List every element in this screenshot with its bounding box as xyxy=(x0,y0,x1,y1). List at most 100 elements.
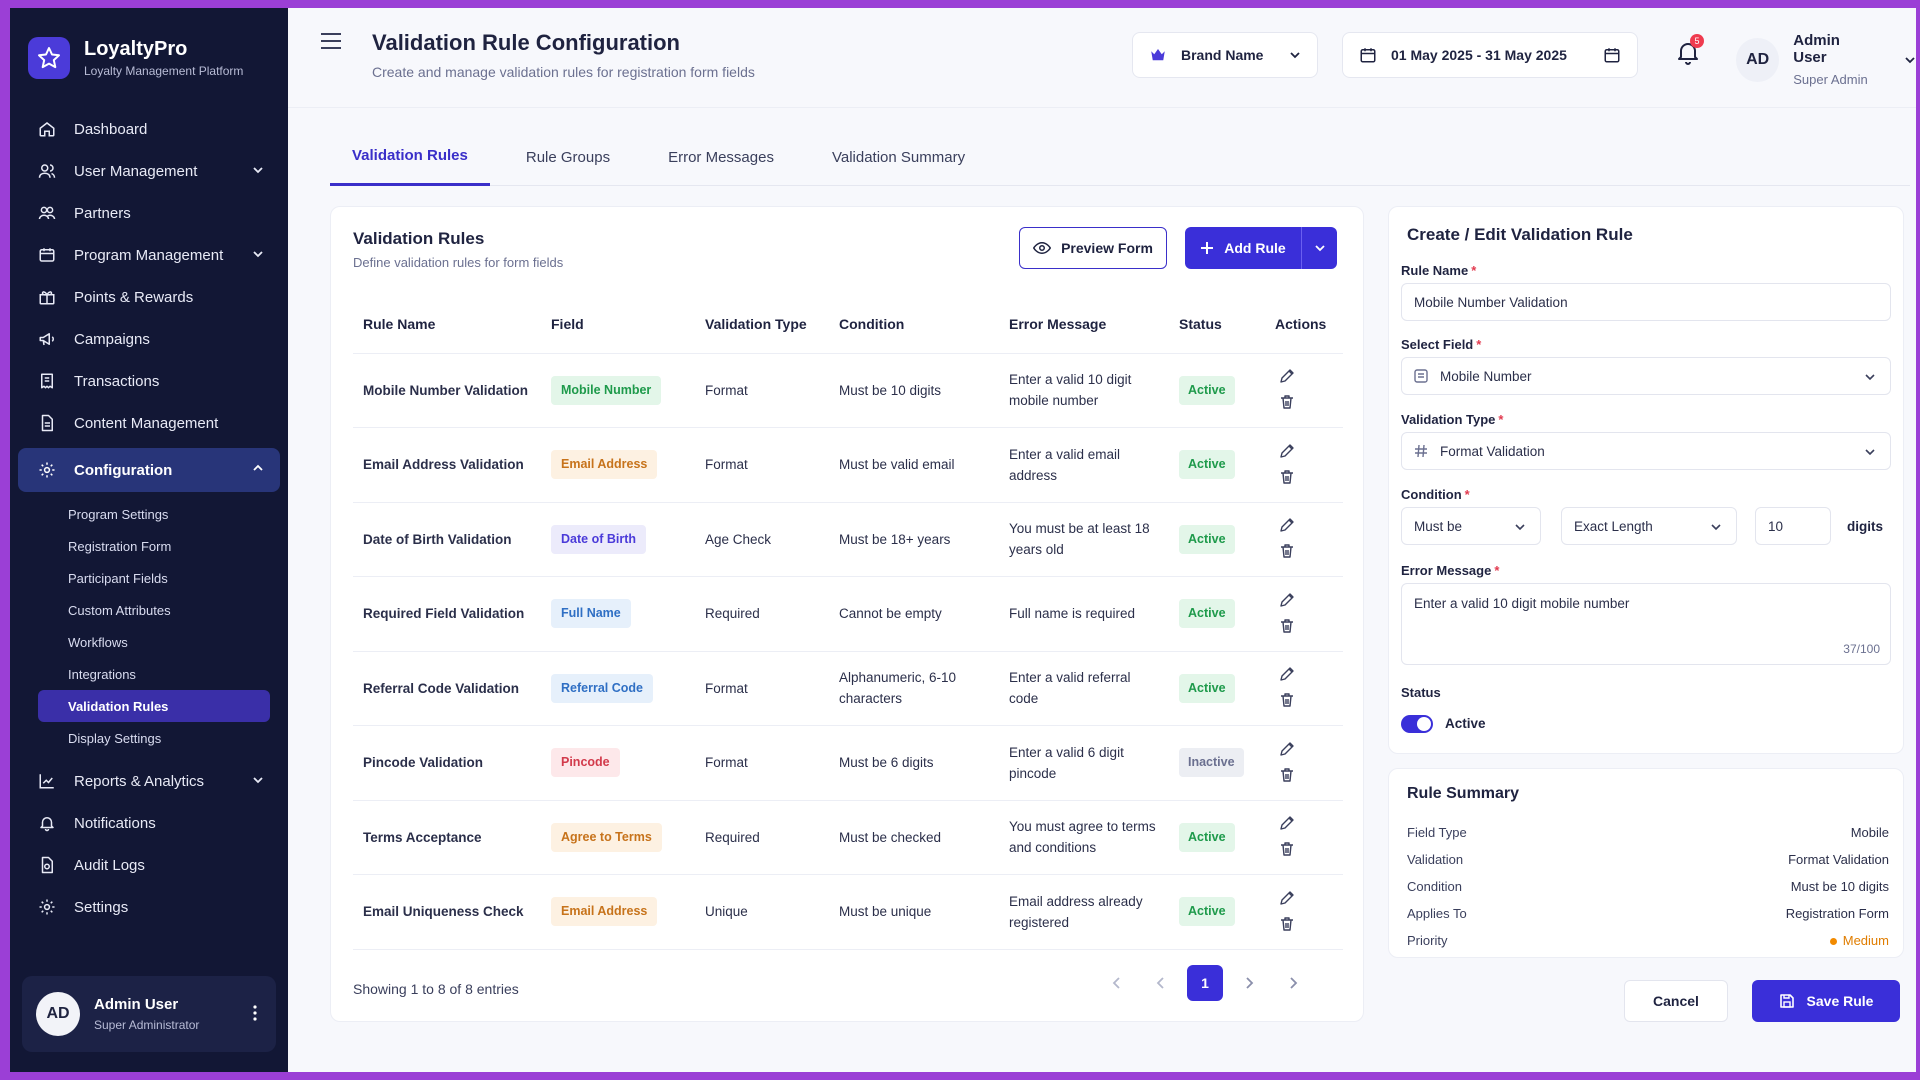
tab-rule-groups[interactable]: Rule Groups xyxy=(525,148,611,166)
edit-icon[interactable] xyxy=(1275,588,1299,612)
edit-icon[interactable] xyxy=(1275,364,1299,388)
edit-icon[interactable] xyxy=(1275,737,1299,761)
receipt-icon xyxy=(36,370,58,392)
user-role: Super Admin xyxy=(1793,72,1868,87)
subnav-item-custom-attributes[interactable]: Custom Attributes xyxy=(68,602,171,618)
column-header[interactable]: Validation Type xyxy=(695,295,829,354)
save-rule-button[interactable]: Save Rule xyxy=(1752,980,1900,1022)
sidebar-item-settings[interactable]: Settings xyxy=(18,886,280,928)
notifications-button[interactable]: 5 xyxy=(1676,34,1704,66)
chevron-down-icon xyxy=(1314,242,1326,254)
next-page-button[interactable] xyxy=(1231,965,1267,1001)
sidebar-item-partners[interactable]: Partners xyxy=(18,192,280,234)
table-row[interactable]: Terms Acceptance Agree to Terms Required Mu… xyxy=(353,800,1343,875)
home-icon xyxy=(36,118,58,140)
prev-page-button[interactable] xyxy=(1143,965,1179,1001)
status-cell: Active xyxy=(1169,427,1265,503)
sidebar-item-label: Points & Rewards xyxy=(74,288,194,306)
subnav-item-integrations[interactable]: Integrations xyxy=(68,666,136,682)
condition-value-input[interactable]: 10 xyxy=(1755,507,1831,545)
first-page-button[interactable] xyxy=(1099,965,1135,1001)
subnav-item-program-settings[interactable]: Program Settings xyxy=(68,506,169,522)
sidebar-user-card[interactable]: AD Admin User Super Administrator xyxy=(22,976,276,1052)
error-message-textarea[interactable]: Enter a valid 10 digit mobile number 37/… xyxy=(1401,583,1891,665)
tab-validation-summary[interactable]: Validation Summary xyxy=(831,148,966,166)
date-range-picker[interactable]: 01 May 2025 - 31 May 2025 xyxy=(1342,32,1638,78)
rule-name-input[interactable]: Mobile Number Validation xyxy=(1401,283,1891,321)
column-header[interactable]: Condition xyxy=(829,295,999,354)
tab-error-messages[interactable]: Error Messages xyxy=(668,148,774,166)
edit-icon[interactable] xyxy=(1275,662,1299,686)
select-value: Must be xyxy=(1414,518,1463,534)
table-row[interactable]: Email Uniqueness Check Email Address Uniqu… xyxy=(353,874,1343,950)
user-menu[interactable]: AD Admin User Super Admin xyxy=(1736,32,1916,87)
column-header[interactable]: Error Message xyxy=(999,295,1169,354)
summary-title: Rule Summary xyxy=(1407,785,1520,802)
trash-icon[interactable] xyxy=(1275,465,1299,489)
label-text: Condition xyxy=(1401,487,1462,502)
page-number-button[interactable]: 1 xyxy=(1187,965,1223,1001)
column-header[interactable]: Field xyxy=(541,295,695,354)
sidebar-item-transactions[interactable]: Transactions xyxy=(18,360,280,402)
add-rule-dropdown-button[interactable] xyxy=(1301,227,1337,269)
trash-icon[interactable] xyxy=(1275,837,1299,861)
preview-form-button[interactable]: Preview Form xyxy=(1019,227,1167,269)
bell-icon xyxy=(36,812,58,834)
table-row[interactable]: Date of Birth Validation Date of Birth Age… xyxy=(353,502,1343,577)
subnav-item-validation-rules[interactable]: Validation Rules xyxy=(38,690,270,722)
sidebar-item-notifications[interactable]: Notifications xyxy=(18,802,280,844)
table-row[interactable]: Required Field Validation Full Name Requir… xyxy=(353,576,1343,652)
sidebar-item-dashboard[interactable]: Dashboard xyxy=(18,108,280,150)
more-vertical-icon[interactable] xyxy=(252,1004,258,1027)
trash-icon[interactable] xyxy=(1275,614,1299,638)
rule-name-cell: Email Address Validation xyxy=(353,427,541,503)
sidebar-item-label: Partners xyxy=(74,204,131,222)
column-header[interactable]: Status xyxy=(1169,295,1265,354)
error-message-label: Error Message * xyxy=(1401,563,1500,578)
sidebar-item-program-management[interactable]: Program Management xyxy=(18,234,280,276)
subnav-item-registration-form[interactable]: Registration Form xyxy=(68,538,172,554)
menu-icon[interactable] xyxy=(320,32,342,55)
cancel-button[interactable]: Cancel xyxy=(1624,980,1728,1022)
subnav-item-participant-fields[interactable]: Participant Fields xyxy=(68,570,168,586)
sidebar-item-audit-logs[interactable]: Audit Logs xyxy=(18,844,280,886)
edit-icon[interactable] xyxy=(1275,886,1299,910)
edit-icon[interactable] xyxy=(1275,439,1299,463)
sidebar-item-user-management[interactable]: User Management xyxy=(18,150,280,192)
last-page-button[interactable] xyxy=(1275,965,1311,1001)
table-row[interactable]: Email Address Validation Email Address For… xyxy=(353,427,1343,503)
table-row[interactable]: Pincode Validation Pincode Format Must be 6… xyxy=(353,725,1343,801)
status-toggle[interactable] xyxy=(1401,715,1433,733)
trash-icon[interactable] xyxy=(1275,539,1299,563)
edit-icon[interactable] xyxy=(1275,811,1299,835)
trash-icon[interactable] xyxy=(1275,390,1299,414)
table-row[interactable]: Referral Code Validation Referral Code For… xyxy=(353,651,1343,726)
sidebar-item-reports-analytics[interactable]: Reports & Analytics xyxy=(18,760,280,802)
subnav-item-display-settings[interactable]: Display Settings xyxy=(68,730,162,746)
sidebar-item-content-management[interactable]: Content Management xyxy=(18,402,280,444)
sidebar-item-configuration[interactable]: Configuration xyxy=(18,448,280,492)
chart-icon xyxy=(36,770,58,792)
sidebar-item-campaigns[interactable]: Campaigns xyxy=(18,318,280,360)
add-rule-button[interactable]: Add Rule xyxy=(1185,227,1301,269)
trash-icon[interactable] xyxy=(1275,912,1299,936)
brand[interactable]: LoyaltyPro Loyalty Management Platform xyxy=(10,8,288,88)
validation-type-dropdown[interactable]: Format Validation xyxy=(1401,432,1891,470)
condition-operator-dropdown[interactable]: Must be xyxy=(1401,507,1541,545)
condition-kind-dropdown[interactable]: Exact Length xyxy=(1561,507,1737,545)
trash-icon[interactable] xyxy=(1275,688,1299,712)
column-header[interactable]: Rule Name xyxy=(353,295,541,354)
status-badge: Active xyxy=(1179,599,1235,629)
tab-validation-rules[interactable]: Validation Rules xyxy=(330,128,490,186)
trash-icon[interactable] xyxy=(1275,763,1299,787)
summary-label: Validation xyxy=(1407,852,1464,867)
actions-cell xyxy=(1265,725,1343,801)
select-field-dropdown[interactable]: Mobile Number xyxy=(1401,357,1891,395)
table-row[interactable]: Mobile Number Validation Mobile Number For… xyxy=(353,353,1343,428)
brand-select[interactable]: Brand Name xyxy=(1132,32,1318,78)
sidebar-item-label: User Management xyxy=(74,162,198,180)
hash-icon xyxy=(1414,444,1428,458)
sidebar-item-points-rewards[interactable]: Points & Rewards xyxy=(18,276,280,318)
edit-icon[interactable] xyxy=(1275,513,1299,537)
subnav-item-workflows[interactable]: Workflows xyxy=(68,634,128,650)
